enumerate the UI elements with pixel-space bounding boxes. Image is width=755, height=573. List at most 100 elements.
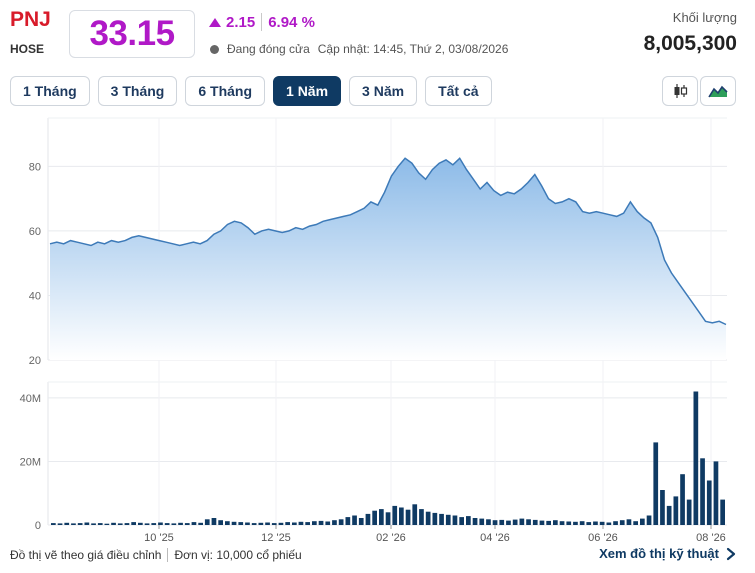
volume-bar	[626, 519, 632, 525]
volume-bar	[117, 523, 123, 525]
volume-bar	[292, 522, 297, 525]
area-chart-button[interactable]	[700, 76, 736, 106]
volume-bar	[619, 520, 625, 525]
volume-bar	[693, 391, 699, 525]
volume-bar	[653, 442, 659, 525]
volume-bar	[178, 522, 183, 525]
volume-bar	[425, 511, 431, 525]
volume-bar	[312, 521, 317, 525]
update-time: Cập nhật: 14:45, Thứ 2, 03/08/2026	[317, 42, 509, 56]
volume-bar	[51, 523, 56, 525]
x-tick-label: 12 '25	[261, 532, 291, 544]
volume-bar	[452, 515, 458, 525]
volume-bar	[479, 518, 485, 525]
volume-value: 8,005,300	[643, 32, 737, 55]
volume-bar	[573, 521, 578, 525]
volume-bar	[111, 522, 116, 525]
volume-bar	[57, 523, 63, 525]
volume-bar	[164, 523, 170, 525]
volume-bar	[606, 522, 612, 525]
volume-bar	[71, 523, 76, 525]
x-tick-label: 10 '25	[144, 532, 174, 544]
volume-bar	[720, 499, 725, 525]
volume-bar	[412, 504, 418, 525]
volume-bar	[379, 509, 384, 525]
volume-bars	[51, 391, 725, 525]
chevron-right-icon	[726, 547, 736, 560]
volume-bar	[419, 509, 424, 525]
candlestick-icon	[674, 84, 688, 98]
volume-bar	[492, 520, 498, 525]
status-dot-icon	[210, 44, 219, 54]
volume-bar	[338, 519, 344, 525]
volume-bar	[245, 522, 250, 525]
volume-bar	[673, 496, 679, 525]
volume-bar	[499, 519, 505, 525]
candlestick-button[interactable]	[662, 76, 698, 106]
change-divider	[261, 13, 263, 31]
volume-tick-label: 20M	[20, 456, 41, 468]
volume-bar	[599, 521, 605, 525]
exchange-label: HOSE	[10, 42, 45, 56]
volume-bar	[144, 523, 150, 525]
x-tick-label: 02 '26	[376, 532, 406, 544]
volume-bar	[686, 499, 692, 525]
unit-note: Đơn vị: 10,000 cổ phiếu	[174, 548, 302, 562]
tab-1-year[interactable]: 1 Năm	[273, 76, 342, 106]
tab-3-months[interactable]: 3 Tháng	[97, 76, 178, 106]
volume-bar	[553, 520, 558, 525]
tab-6-months[interactable]: 6 Tháng	[185, 76, 266, 106]
volume-bar	[539, 520, 545, 525]
tab-3-years[interactable]: 3 Năm	[349, 76, 418, 106]
volume-bar	[593, 521, 598, 525]
volume-bar	[138, 522, 143, 525]
volume-bar	[358, 518, 364, 525]
volume-bar	[445, 514, 451, 525]
volume-bar	[332, 520, 337, 525]
volume-bar	[633, 521, 638, 525]
volume-bar	[231, 521, 237, 525]
volume-bar	[439, 513, 444, 525]
volume-bar	[546, 520, 551, 525]
price-tick-label: 20	[29, 355, 41, 367]
volume-bar	[506, 520, 511, 525]
volume-bar	[204, 519, 210, 525]
volume-bar	[325, 521, 331, 525]
volume-bar	[77, 523, 83, 525]
volume-bar	[131, 522, 136, 525]
x-tick-label: 04 '26	[480, 532, 510, 544]
volume-bar	[84, 522, 90, 525]
volume-bar	[124, 523, 130, 525]
tab-all[interactable]: Tất cả	[425, 76, 492, 106]
volume-bar	[432, 512, 438, 525]
volume-bar	[472, 518, 478, 525]
volume-label: Khối lượng	[672, 10, 737, 25]
volume-bar	[184, 523, 190, 525]
volume-bar	[171, 523, 177, 525]
volume-bar	[392, 505, 398, 525]
volume-bar	[486, 519, 491, 525]
volume-bar	[666, 505, 672, 525]
volume-bar	[365, 513, 371, 525]
volume-bar	[238, 522, 244, 525]
volume-bar	[211, 518, 217, 525]
footer-notes: Đồ thị vẽ theo giá điều chỉnh Đơn vị: 10…	[10, 548, 302, 562]
volume-bar	[566, 521, 572, 525]
price-box: 33.15	[69, 10, 195, 58]
ticker-symbol: PNJ	[10, 8, 51, 31]
change-value: 2.15	[226, 13, 256, 31]
volume-bar	[459, 517, 464, 525]
volume-bar	[372, 510, 377, 525]
footer-divider	[167, 548, 169, 562]
volume-bar	[271, 523, 277, 525]
volume-bar	[700, 458, 705, 525]
volume-bar	[586, 522, 592, 525]
tab-1-month[interactable]: 1 Tháng	[10, 76, 90, 106]
technical-chart-link[interactable]: Xem đồ thị kỹ thuật	[599, 546, 737, 561]
volume-bar	[191, 522, 197, 525]
volume-grid: 0 20M 40M	[20, 381, 727, 532]
volume-bar	[198, 522, 203, 525]
up-arrow-icon	[209, 17, 221, 27]
volume-bar	[399, 507, 404, 525]
volume-bar	[640, 518, 645, 525]
